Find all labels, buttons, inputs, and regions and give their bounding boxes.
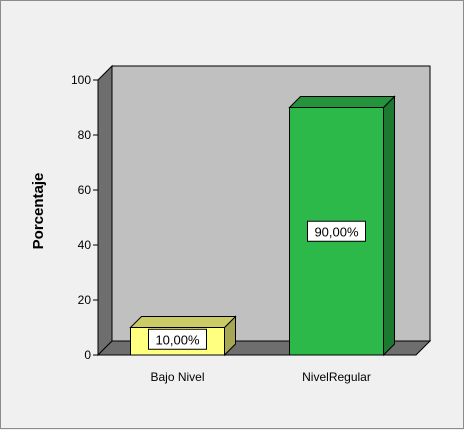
data-label: 10,00% <box>148 328 207 350</box>
data-label-box <box>307 220 366 242</box>
data-labels: 10,00% 90,00% <box>148 220 366 350</box>
y-tick-label: 0 <box>84 348 91 362</box>
y-tick-label: 60 <box>78 183 92 197</box>
bar-top-shade <box>130 316 236 328</box>
y-tick-label: 100 <box>71 73 91 87</box>
side-wall <box>97 64 113 357</box>
data-label-box <box>148 328 207 350</box>
bar-top-shade <box>289 96 395 108</box>
x-tick-label: Bajo Nivel <box>150 370 204 384</box>
data-label-text: 90,00% <box>314 224 359 239</box>
bar-side-shade <box>224 316 236 355</box>
data-label: 90,00% <box>307 220 366 242</box>
data-label-text: 10,00% <box>155 332 200 347</box>
bar-side-shade <box>383 96 395 355</box>
bar <box>129 315 237 357</box>
axes: 0 20 40 60 80 100 Bajo Nivel NivelRegular <box>71 73 371 384</box>
y-tick-label: 40 <box>78 238 92 252</box>
y-axis-label: Porcentaje <box>30 173 47 250</box>
x-tick-label: NivelRegular <box>302 370 371 384</box>
y-tick-label: 80 <box>78 128 92 142</box>
y-tick-label: 20 <box>78 293 92 307</box>
